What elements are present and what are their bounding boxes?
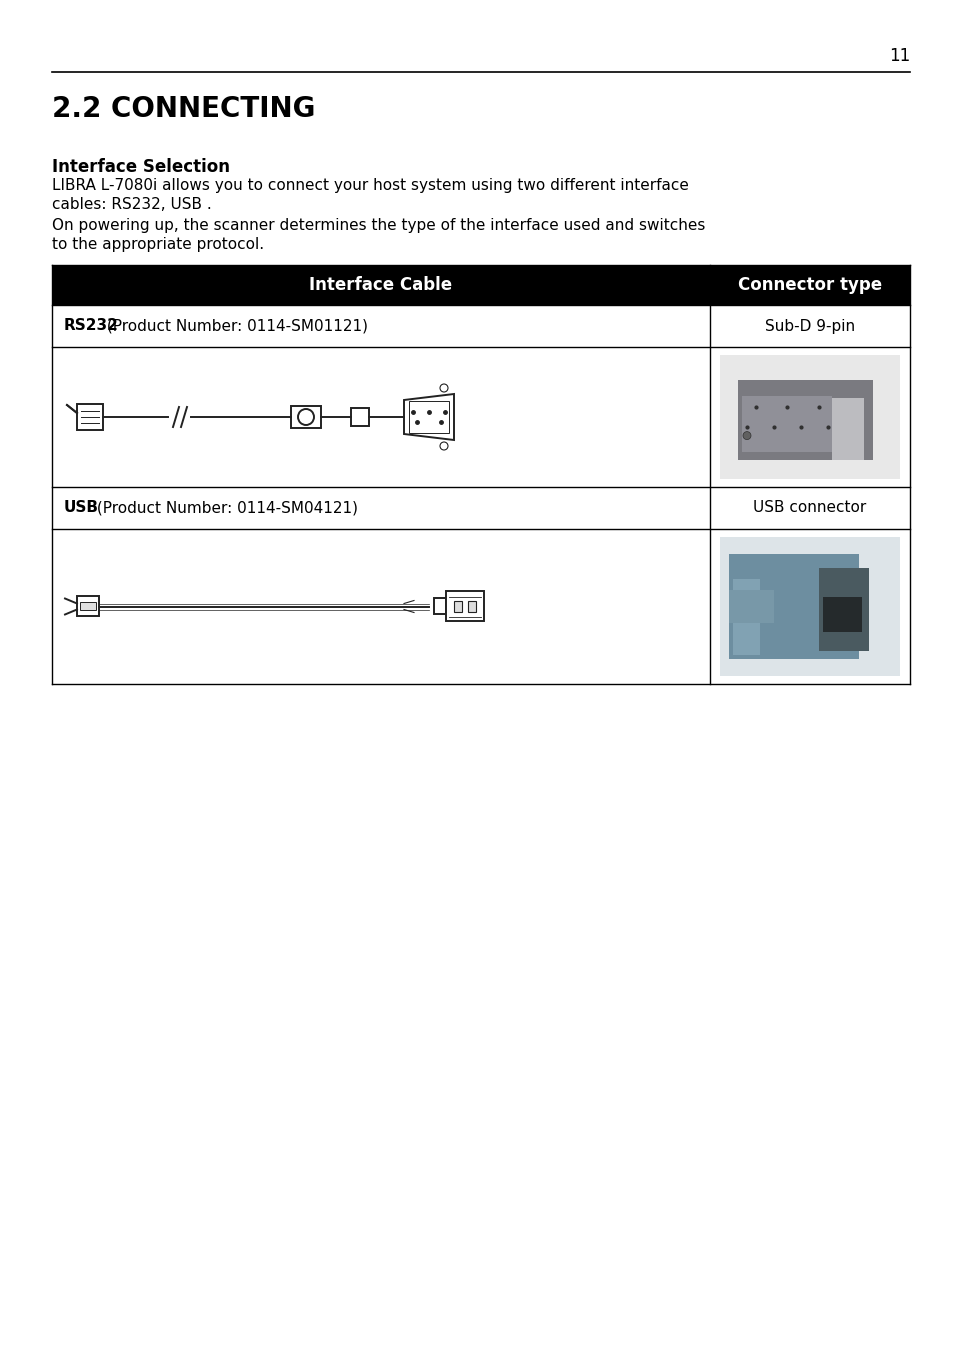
Bar [818,567,868,651]
Bar [77,597,99,616]
Bar [291,406,320,428]
Bar [52,265,909,305]
Bar [434,598,446,615]
Bar [831,398,863,460]
Bar [467,601,476,612]
Text: cables: RS232, USB .: cables: RS232, USB . [52,196,212,213]
Bar [821,597,862,631]
Bar [738,380,872,460]
Bar [720,538,899,676]
Text: Interface Selection: Interface Selection [52,158,230,176]
Bar [351,408,369,427]
Text: (Product Number: 0114-SM04121): (Product Number: 0114-SM04121) [91,501,357,516]
Text: USB: USB [64,501,99,516]
Text: Connector type: Connector type [738,276,882,294]
Text: 11: 11 [888,47,909,65]
Bar [454,601,462,612]
Bar [80,603,96,611]
Bar [732,578,759,655]
Bar [446,592,483,621]
Bar [77,403,103,431]
Text: Interface Cable: Interface Cable [309,276,452,294]
Bar [409,401,449,433]
Text: USB connector: USB connector [753,501,865,516]
Circle shape [742,432,750,440]
Text: RS232: RS232 [64,318,119,333]
Bar [728,554,858,659]
Circle shape [439,385,448,393]
Circle shape [439,441,448,450]
Text: Sub-D 9-pin: Sub-D 9-pin [764,318,854,333]
Polygon shape [403,394,454,440]
Text: to the appropriate protocol.: to the appropriate protocol. [52,237,264,252]
Text: On powering up, the scanner determines the type of the interface used and switch: On powering up, the scanner determines t… [52,218,704,233]
Bar [740,395,831,452]
Text: 2.2 CONNECTING: 2.2 CONNECTING [52,95,315,123]
Text: (Product Number: 0114-SM01121): (Product Number: 0114-SM01121) [102,318,368,333]
Bar [720,355,899,479]
Bar [728,590,773,623]
Text: LIBRA L-7080i allows you to connect your host system using two different interfa: LIBRA L-7080i allows you to connect your… [52,177,688,194]
Circle shape [297,409,314,425]
